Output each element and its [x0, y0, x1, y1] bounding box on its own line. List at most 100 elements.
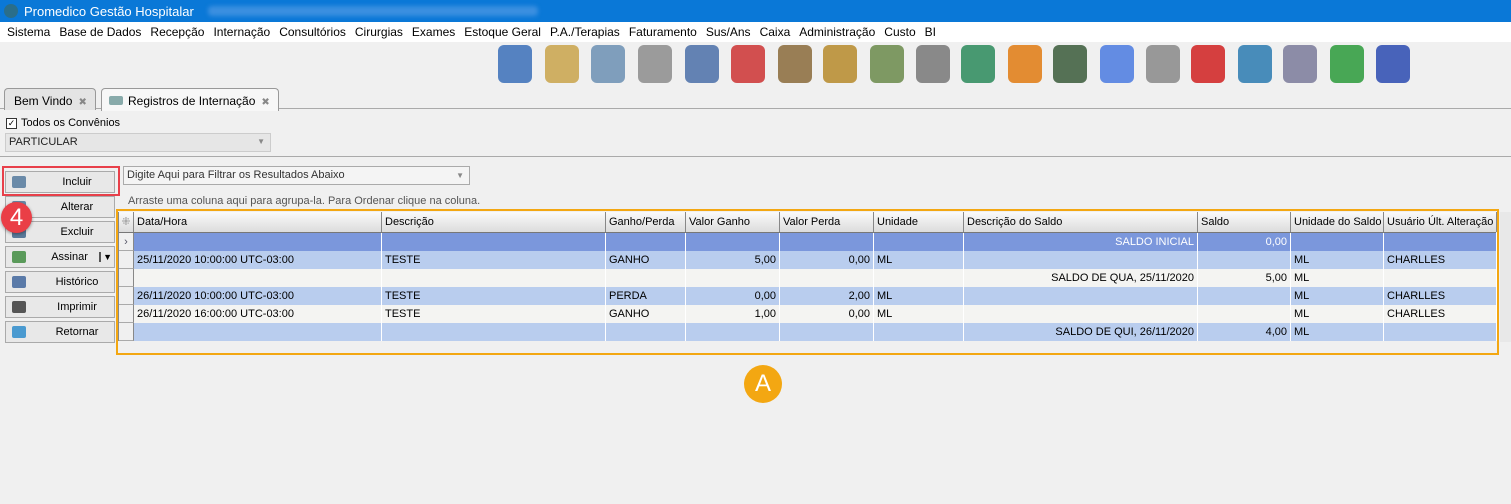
e-money-icon[interactable]	[1238, 45, 1272, 83]
menu-item[interactable]: Base de Dados	[59, 25, 142, 39]
vertical-scrollbar[interactable]	[1500, 212, 1511, 342]
highlight-box-incluir	[2, 166, 120, 196]
table-cell	[874, 233, 964, 251]
menu-item[interactable]: P.A./Terapias	[549, 25, 620, 39]
table-cell: SALDO DE QUI, 26/11/2020	[964, 323, 1198, 341]
phone-book-icon[interactable]	[1008, 45, 1042, 83]
all-insurances-checkbox[interactable]: ✓ Todos os Convênios	[6, 117, 120, 129]
money-down-icon[interactable]	[870, 45, 904, 83]
user-refresh-icon[interactable]	[498, 45, 532, 83]
table-row[interactable]: SALDO DE QUI, 26/11/2020 4,00 ML	[119, 323, 1497, 341]
table-cell	[780, 323, 874, 341]
sign-icon	[12, 251, 26, 263]
chevron-down-icon: ▼	[257, 137, 265, 146]
menu-item[interactable]: Sistema	[7, 25, 51, 39]
close-icon[interactable]: ✖	[261, 97, 270, 108]
menu-item[interactable]: Exames	[411, 25, 456, 39]
row-indicator[interactable]: ›	[119, 233, 134, 251]
stock-up-icon[interactable]	[823, 45, 857, 83]
table-cell: ML	[874, 251, 964, 269]
column-header[interactable]: Saldo	[1198, 212, 1291, 232]
button-label: Excluir	[60, 226, 94, 238]
column-header[interactable]: Descrição	[382, 212, 606, 232]
row-indicator[interactable]	[119, 251, 134, 269]
table-cell: ML	[874, 305, 964, 323]
monitor-book-icon[interactable]	[1330, 45, 1364, 83]
bed-icon[interactable]	[685, 45, 719, 83]
tab-registros-internacao[interactable]: Registros de Internação ✖	[101, 88, 279, 111]
table-cell: 0,00	[780, 251, 874, 269]
column-header[interactable]: Data/Hora	[134, 212, 382, 232]
table-cell	[686, 233, 780, 251]
table-cell: TESTE	[382, 251, 606, 269]
table-cell: ML	[1291, 269, 1384, 287]
menu-item[interactable]: Faturamento	[628, 25, 697, 39]
column-header[interactable]: Ganho/Perda	[606, 212, 686, 232]
row-indicator[interactable]	[119, 269, 134, 287]
column-header[interactable]: Valor Perda	[780, 212, 874, 232]
table-cell	[874, 269, 964, 287]
table-cell	[964, 251, 1198, 269]
column-header[interactable]: Usuário Últ. Alteração	[1384, 212, 1497, 232]
finance-chart-icon[interactable]	[961, 45, 995, 83]
safe-icon[interactable]	[916, 45, 950, 83]
menu-item[interactable]: Custo	[884, 25, 916, 39]
grid-corner-icon: ⁜	[119, 212, 134, 232]
document-edit-icon[interactable]	[1283, 45, 1317, 83]
menu-item[interactable]: BI	[924, 25, 936, 39]
menu-item[interactable]: Sus/Ans	[705, 25, 751, 39]
table-row[interactable]: SALDO DE QUA, 25/11/2020 5,00 ML	[119, 269, 1497, 287]
menu-item[interactable]: Caixa	[759, 25, 791, 39]
table-row[interactable]: 25/11/2020 10:00:00 UTC-03:00 TESTE GANHO 5…	[119, 251, 1497, 269]
grid-filter-input[interactable]: Digite Aqui para Filtrar os Resultados A…	[123, 166, 470, 185]
tab-bem-vindo[interactable]: Bem Vindo ✖	[4, 88, 96, 110]
insurance-select[interactable]: PARTICULAR ▼	[5, 133, 271, 152]
dropdown-arrow-icon[interactable]: ▼	[99, 252, 114, 262]
prescription-icon[interactable]	[638, 45, 672, 83]
add-icon	[12, 176, 26, 188]
incluir-button[interactable]: Incluir	[5, 171, 115, 193]
table-row[interactable]: 26/11/2020 10:00:00 UTC-03:00 TESTE PERDA 0…	[119, 287, 1497, 305]
column-header[interactable]: Descrição do Saldo	[964, 212, 1198, 232]
tab-label: Registros de Internação	[128, 94, 256, 108]
checkbox-icon[interactable]: ✓	[6, 117, 17, 129]
menu-item[interactable]: Administração	[799, 25, 876, 39]
column-header[interactable]: Unidade do Saldo	[1291, 212, 1384, 232]
menu-item[interactable]: Consultórios	[279, 25, 346, 39]
table-cell	[606, 233, 686, 251]
retornar-button[interactable]: Retornar	[5, 321, 115, 343]
table-row[interactable]: 26/11/2020 16:00:00 UTC-03:00 TESTE GANHO 1…	[119, 305, 1497, 323]
record-book-icon[interactable]	[1053, 45, 1087, 83]
column-header[interactable]: Valor Ganho	[686, 212, 780, 232]
assinar-button[interactable]: Assinar ▼	[5, 246, 115, 268]
form-icon[interactable]	[1146, 45, 1180, 83]
records-grid: ⁜ Data/Hora Descrição Ganho/Perda Valor Ganh…	[118, 212, 1497, 341]
table-row[interactable]: › SALDO INICIAL 0,00	[119, 233, 1497, 251]
menu-item[interactable]: Estoque Geral	[464, 25, 541, 39]
chat-icon[interactable]	[1100, 45, 1134, 83]
ambulance-icon[interactable]	[731, 45, 765, 83]
imprimir-button[interactable]: Imprimir	[5, 296, 115, 318]
patients-folder-icon[interactable]	[545, 45, 579, 83]
historico-button[interactable]: Histórico	[5, 271, 115, 293]
row-indicator[interactable]	[119, 323, 134, 341]
step-badge: 4	[1, 202, 32, 233]
row-indicator[interactable]	[119, 287, 134, 305]
menu-item[interactable]: Cirurgias	[354, 25, 403, 39]
contacts-book-icon[interactable]	[1376, 45, 1410, 83]
menu-item[interactable]: Internação	[213, 25, 271, 39]
table-cell: 5,00	[686, 251, 780, 269]
table-cell: CHARLLES	[1384, 287, 1497, 305]
doctor-icon[interactable]	[591, 45, 625, 83]
row-indicator[interactable]	[119, 305, 134, 323]
power-icon[interactable]	[1191, 45, 1225, 83]
table-cell	[1384, 269, 1497, 287]
supplies-icon[interactable]	[778, 45, 812, 83]
table-cell	[134, 233, 382, 251]
grid-header: ⁜ Data/Hora Descrição Ganho/Perda Valor Ganh…	[119, 212, 1497, 233]
close-icon[interactable]: ✖	[78, 97, 87, 108]
column-header[interactable]: Unidade	[874, 212, 964, 232]
menu-item[interactable]: Recepção	[150, 25, 205, 39]
table-cell: SALDO DE QUA, 25/11/2020	[964, 269, 1198, 287]
history-icon	[12, 276, 26, 288]
